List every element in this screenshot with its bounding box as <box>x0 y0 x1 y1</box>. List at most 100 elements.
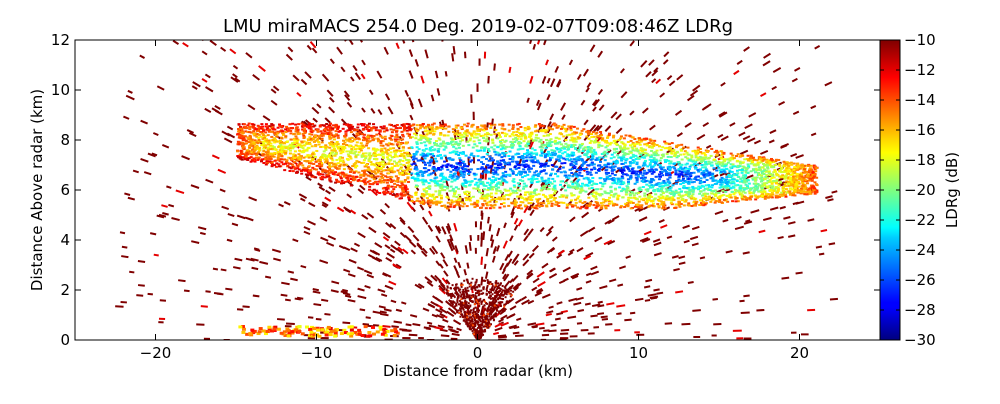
cloud-gate <box>614 142 617 144</box>
cloud-gate <box>747 155 750 157</box>
noise-gate <box>201 306 208 307</box>
cloud-gate <box>456 137 459 139</box>
noise-gate <box>602 319 608 320</box>
cloud-gate <box>630 152 633 154</box>
cloud-gate <box>524 129 527 131</box>
cloud-gate <box>536 160 539 162</box>
cloud-gate <box>385 127 388 129</box>
cloud-gate <box>591 162 594 164</box>
cloud-gate <box>533 178 536 180</box>
cloud-gate <box>585 135 588 137</box>
cloud-gate <box>643 170 646 172</box>
cloud-gate <box>688 191 691 193</box>
cloud-gate <box>701 195 704 197</box>
cloud-gate <box>335 167 338 169</box>
cloud-gate <box>416 178 419 180</box>
cloud-gate <box>384 136 387 138</box>
cloud-gate <box>255 154 258 156</box>
cloud-gate <box>486 182 489 184</box>
cloud-gate <box>518 190 521 192</box>
cloud-gate <box>651 166 654 168</box>
cloud-gate <box>604 155 607 157</box>
cloud-gate <box>254 161 257 163</box>
cloud-gate <box>585 168 588 170</box>
cloud-gate <box>472 147 475 149</box>
cloud-gate <box>298 150 301 152</box>
noise-gate <box>412 324 420 325</box>
noise-gate <box>577 310 583 311</box>
cloud-gate <box>653 164 656 166</box>
cloud-gate <box>703 176 706 178</box>
cloud-gate <box>725 168 728 170</box>
cloud-gate <box>522 158 525 160</box>
cloud-gate <box>540 189 543 191</box>
cloud-gate <box>407 176 410 178</box>
cloud-gate <box>258 157 261 159</box>
cloud-gate <box>403 194 406 196</box>
cloud-gate <box>439 125 442 127</box>
cloud-gate <box>426 130 429 132</box>
noise-gate <box>816 247 822 248</box>
cloud-gate <box>305 160 308 162</box>
cloud-gate <box>579 191 582 193</box>
cloud-gate <box>270 123 273 125</box>
cloud-gate <box>490 160 493 162</box>
cloud-gate <box>354 151 357 153</box>
cloud-gate <box>483 188 486 190</box>
cloud-gate <box>321 173 324 175</box>
cloud-gate <box>338 168 341 170</box>
cloud-gate <box>557 125 560 127</box>
cloud-gate <box>486 132 489 134</box>
cloud-gate <box>662 192 665 194</box>
cloud-gate <box>427 169 430 171</box>
band-gate <box>333 329 337 332</box>
cloud-gate <box>498 207 501 209</box>
cloud-gate <box>758 166 761 168</box>
cloud-gate <box>477 159 480 161</box>
cloud-gate <box>244 126 247 128</box>
noise-gate <box>313 289 319 290</box>
cloud-gate <box>329 180 332 182</box>
cloud-gate <box>688 193 691 195</box>
cloud-gate <box>473 173 476 175</box>
cloud-gate <box>425 126 428 128</box>
noise-gate <box>567 317 576 318</box>
cloud-gate <box>248 123 251 125</box>
cloud-gate <box>526 174 529 176</box>
cloud-gate <box>596 202 599 204</box>
cloud-gate <box>288 123 291 125</box>
cloud-gate <box>495 201 498 203</box>
cloud-gate <box>718 199 721 201</box>
cloud-gate <box>289 170 292 172</box>
cloud-gate <box>402 149 405 151</box>
cloud-gate <box>395 175 398 177</box>
cloud-gate <box>337 181 340 183</box>
cloud-gate <box>289 132 292 134</box>
cloud-gate <box>748 183 751 185</box>
cloud-gate <box>571 139 574 141</box>
cloud-gate <box>356 141 359 143</box>
cloud-gate <box>772 171 775 173</box>
cloud-gate <box>753 159 756 161</box>
cloud-gate <box>386 129 389 131</box>
cloud-gate <box>245 142 248 144</box>
cloud-gate <box>774 164 777 166</box>
cloud-gate <box>473 143 476 145</box>
cloud-gate <box>356 126 359 128</box>
cloud-gate <box>702 189 705 191</box>
cloud-gate <box>363 159 366 161</box>
noise-gate <box>487 248 488 256</box>
cloud-gate <box>512 131 515 133</box>
cloud-gate <box>682 182 685 184</box>
cloud-gate <box>734 189 737 191</box>
cloud-gate <box>574 199 577 201</box>
cloud-gate <box>342 140 345 142</box>
noise-gate <box>426 328 431 329</box>
band-gate <box>267 326 271 329</box>
band-gate <box>290 330 294 333</box>
cloud-gate <box>367 175 370 177</box>
band-gate <box>376 330 380 333</box>
cloud-gate <box>277 155 280 157</box>
cloud-gate <box>619 145 622 147</box>
noise-gate <box>373 325 379 326</box>
